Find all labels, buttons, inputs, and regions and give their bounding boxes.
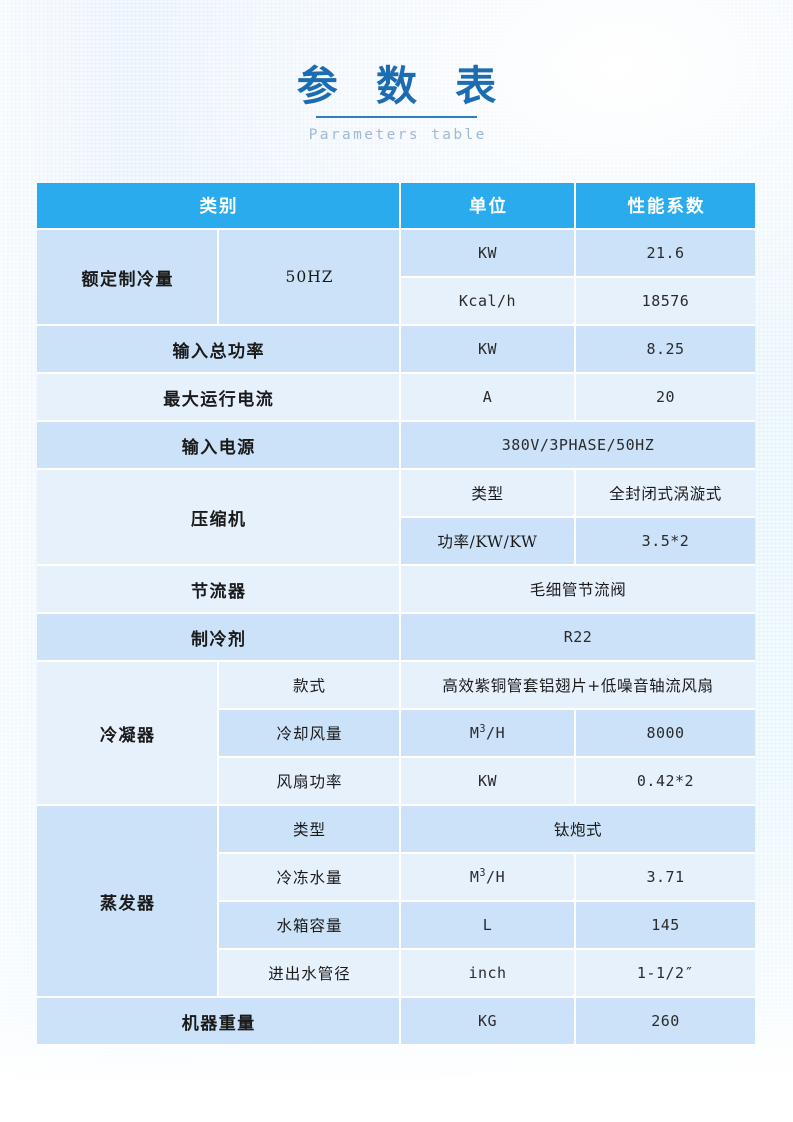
table-row: 机器重量 KG 260 — [37, 998, 755, 1046]
table-row: 冷冻水量 M3/H 3.71 — [37, 854, 755, 902]
table-row: 冷却风量 M3/H 8000 — [37, 710, 755, 758]
row-label-evaporator: 蒸发器 — [37, 806, 219, 998]
parameters-table-wrap: 类别 单位 性能系数 额定制冷量 50HZ KW 21.6 Kcal/h 185… — [37, 183, 755, 1046]
table-row: 水箱容量 L 145 — [37, 902, 755, 950]
column-header-category: 类别 — [37, 183, 401, 230]
title-underline-rule — [316, 116, 477, 119]
table-row: 功率/KW/KW 3.5*2 — [37, 518, 755, 566]
row-label-input-power-supply: 输入电源 — [37, 422, 401, 470]
cell-sublabel: 冷冻水量 — [219, 854, 401, 902]
cell-unit: KW — [401, 758, 576, 806]
cell-value: 145 — [576, 902, 755, 950]
cell-value: 21.6 — [576, 230, 755, 278]
cell-unit: L — [401, 902, 576, 950]
unit-m3-per-h: M3/H — [469, 868, 506, 886]
row-label-rated-cooling-capacity: 额定制冷量 — [37, 230, 219, 326]
cell-value: 1-1/2″ — [576, 950, 755, 998]
table-row: 输入电源 380V/3PHASE/50HZ — [37, 422, 755, 470]
row-sublabel-50hz: 50HZ — [219, 230, 401, 326]
table-row: 制冷剂 R22 — [37, 614, 755, 662]
table-header: 类别 单位 性能系数 — [37, 183, 755, 230]
cell-unit: M3/H — [401, 710, 576, 758]
table-row: Kcal/h 18576 — [37, 278, 755, 326]
unit-m3-per-h: M3/H — [469, 724, 506, 742]
cell-value: 3.71 — [576, 854, 755, 902]
cell-unit: KW — [401, 230, 576, 278]
table-row: 蒸发器 类型 钛炮式 — [37, 806, 755, 998]
cell-value: 全封闭式涡漩式 — [576, 470, 755, 518]
cell-value-span: 380V/3PHASE/50HZ — [401, 422, 755, 470]
cell-unit: KW — [401, 326, 576, 374]
table-body: 额定制冷量 50HZ KW 21.6 Kcal/h 18576 输入总功率 KW… — [37, 230, 755, 1046]
cell-value: 260 — [576, 998, 755, 1046]
cell-unit: Kcal/h — [401, 278, 576, 326]
cell-unit: KG — [401, 998, 576, 1046]
cell-sublabel: 水箱容量 — [219, 902, 401, 950]
parameters-table: 类别 单位 性能系数 额定制冷量 50HZ KW 21.6 Kcal/h 185… — [37, 183, 755, 1046]
cell-unit: inch — [401, 950, 576, 998]
row-label-throttle: 节流器 — [37, 566, 401, 614]
cell-value: 3.5*2 — [576, 518, 755, 566]
table-row: 最大运行电流 A 20 — [37, 374, 755, 422]
cell-unit: A — [401, 374, 576, 422]
cell-value: 8.25 — [576, 326, 755, 374]
cell-sublabel: 类型 — [219, 806, 401, 854]
cell-value: 0.42*2 — [576, 758, 755, 806]
cell-unit: M3/H — [401, 854, 576, 902]
table-row: 进出水管径 inch 1-1/2″ — [37, 950, 755, 998]
cell-unit: 功率/KW/KW — [401, 518, 576, 566]
row-label-total-input-power: 输入总功率 — [37, 326, 401, 374]
table-header-row: 类别 单位 性能系数 — [37, 183, 755, 230]
table-row: 压缩机 类型 全封闭式涡漩式 — [37, 470, 755, 566]
page-subtitle: Parameters table — [308, 127, 487, 144]
cell-sublabel: 进出水管径 — [219, 950, 401, 998]
cell-value-span: 毛细管节流阀 — [401, 566, 755, 614]
cell-value: 20 — [576, 374, 755, 422]
column-header-coefficient: 性能系数 — [576, 183, 755, 230]
cell-value: 18576 — [576, 278, 755, 326]
cell-value-span: R22 — [401, 614, 755, 662]
table-row: 输入总功率 KW 8.25 — [37, 326, 755, 374]
cell-sublabel: 款式 — [219, 662, 401, 710]
page-title-block: 参 数 表 Parameters table — [0, 62, 793, 143]
column-header-unit: 单位 — [401, 183, 576, 230]
row-label-compressor: 压缩机 — [37, 470, 401, 566]
row-label-condenser: 冷凝器 — [37, 662, 219, 806]
cell-unit: 类型 — [401, 470, 576, 518]
cell-sublabel: 冷却风量 — [219, 710, 401, 758]
cell-value-span: 高效紫铜管套铝翅片+低噪音轴流风扇 — [401, 662, 755, 710]
row-label-machine-weight: 机器重量 — [37, 998, 401, 1046]
cell-value: 8000 — [576, 710, 755, 758]
page-title: 参 数 表 — [296, 62, 509, 110]
row-label-refrigerant: 制冷剂 — [37, 614, 401, 662]
row-label-max-running-current: 最大运行电流 — [37, 374, 401, 422]
table-row: 风扇功率 KW 0.42*2 — [37, 758, 755, 806]
table-row: 冷凝器 款式 高效紫铜管套铝翅片+低噪音轴流风扇 — [37, 662, 755, 806]
cell-sublabel: 风扇功率 — [219, 758, 401, 806]
table-row: 节流器 毛细管节流阀 — [37, 566, 755, 614]
cell-value-span: 钛炮式 — [401, 806, 755, 854]
table-row: 额定制冷量 50HZ KW 21.6 — [37, 230, 755, 326]
